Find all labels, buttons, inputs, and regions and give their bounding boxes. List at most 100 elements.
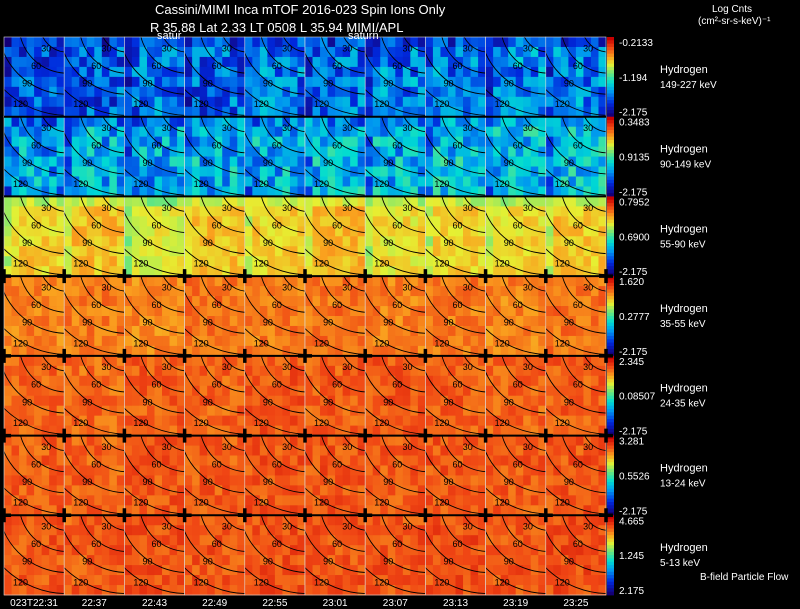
band-energy-label: 13-24 keV: [660, 478, 706, 489]
contour-label: 60: [392, 300, 402, 310]
contour-label: 120: [194, 498, 209, 508]
contour-label: 120: [13, 577, 28, 587]
contour-label: 30: [162, 43, 172, 53]
colorbar-max-label: -0.2133: [619, 38, 653, 49]
contour-label: 120: [555, 338, 570, 348]
chart-title-line-1: Cassini/MIMI Inca mTOF 2016-023 Spin Ion…: [155, 2, 446, 17]
contour-label: 60: [513, 61, 523, 71]
contour-label: 60: [453, 380, 463, 390]
contour-label: 60: [453, 61, 463, 71]
contour-label: 90: [263, 158, 273, 168]
contour-label: 120: [314, 179, 329, 189]
contour-label: 120: [314, 577, 329, 587]
contour-label: 30: [222, 203, 232, 213]
contour-label: 120: [194, 418, 209, 428]
contour-label: 30: [463, 203, 473, 213]
contour-label: 60: [332, 300, 342, 310]
contour-label: 60: [453, 220, 463, 230]
colorbar-mid-label: 0.9135: [619, 153, 650, 164]
contour-label: 60: [513, 460, 523, 470]
contour-label: 30: [162, 203, 172, 213]
contour-label: 120: [314, 338, 329, 348]
contour-label: 90: [383, 158, 393, 168]
contour-label: 90: [504, 238, 514, 248]
contour-label: 90: [383, 557, 393, 567]
contour-label: 90: [203, 397, 213, 407]
contour-label: 90: [504, 397, 514, 407]
contour-label: 120: [374, 577, 389, 587]
contour-label: 90: [504, 318, 514, 328]
contour-label: 120: [374, 179, 389, 189]
contour-label: 60: [392, 220, 402, 230]
contour-label: 30: [463, 123, 473, 133]
contour-label: 90: [444, 477, 454, 487]
colorbar-mid-label: 0.5526: [619, 471, 650, 482]
contour-label: 90: [143, 557, 153, 567]
contour-label: 30: [403, 362, 413, 372]
contour-label: 90: [383, 397, 393, 407]
contour-label: 120: [133, 179, 148, 189]
contour-label: 90: [323, 557, 333, 567]
colorbar-mid-label: 0.2777: [619, 312, 650, 323]
contour-label: 30: [162, 442, 172, 452]
contour-label: 30: [463, 362, 473, 372]
contour-label: 90: [143, 158, 153, 168]
contour-label: 120: [314, 498, 329, 508]
contour-label: 30: [403, 123, 413, 133]
contour-label: 90: [323, 158, 333, 168]
band-species-label: Hydrogen: [660, 144, 708, 156]
contour-label: 120: [374, 259, 389, 269]
contour-label: 90: [504, 557, 514, 567]
contour-label: 120: [254, 418, 269, 428]
contour-label: 90: [444, 318, 454, 328]
chart-title-line-2: R 35.88 Lat 2.33 LT 0508 L 35.94 MIMI/AP…: [150, 20, 404, 35]
colorbar-mid-label: 0.08507: [619, 392, 656, 403]
time-tick-label: 22:43: [142, 598, 167, 609]
contour-label: 90: [143, 318, 153, 328]
contour-label: 60: [392, 380, 402, 390]
contour-label: 60: [392, 460, 402, 470]
contour-label: 60: [573, 61, 583, 71]
contour-label: 120: [254, 338, 269, 348]
contour-label: 30: [102, 442, 112, 452]
contour-label: 30: [463, 442, 473, 452]
colorbar-max-label: 2.345: [619, 357, 644, 368]
contour-label: 90: [203, 557, 213, 567]
contour-label: 60: [453, 460, 463, 470]
contour-label: 90: [564, 78, 574, 88]
contour-label: 120: [555, 259, 570, 269]
contour-label: 30: [41, 203, 51, 213]
contour-label: 90: [504, 78, 514, 88]
contour-label: 30: [342, 283, 352, 293]
contour-label: 120: [434, 338, 449, 348]
time-tick-label: 22:49: [202, 598, 227, 609]
contour-label: 90: [143, 238, 153, 248]
contour-label: 60: [272, 460, 282, 470]
contour-label: 90: [564, 318, 574, 328]
contour-label: 60: [272, 61, 282, 71]
contour-label: 60: [91, 539, 101, 549]
contour-label: 120: [133, 418, 148, 428]
contour-label: 30: [523, 43, 533, 53]
colorbar-units-line-2: (cm²-sr-s-keV)⁻¹: [698, 16, 771, 27]
contour-label: 120: [73, 179, 88, 189]
contour-label: 30: [41, 522, 51, 532]
time-tick-label: 23:07: [383, 598, 408, 609]
contour-label: 30: [102, 123, 112, 133]
contour-label: 60: [272, 141, 282, 151]
contour-label: 120: [434, 179, 449, 189]
colorbar-min-label: -2.175: [619, 427, 648, 438]
contour-label: 90: [82, 158, 92, 168]
